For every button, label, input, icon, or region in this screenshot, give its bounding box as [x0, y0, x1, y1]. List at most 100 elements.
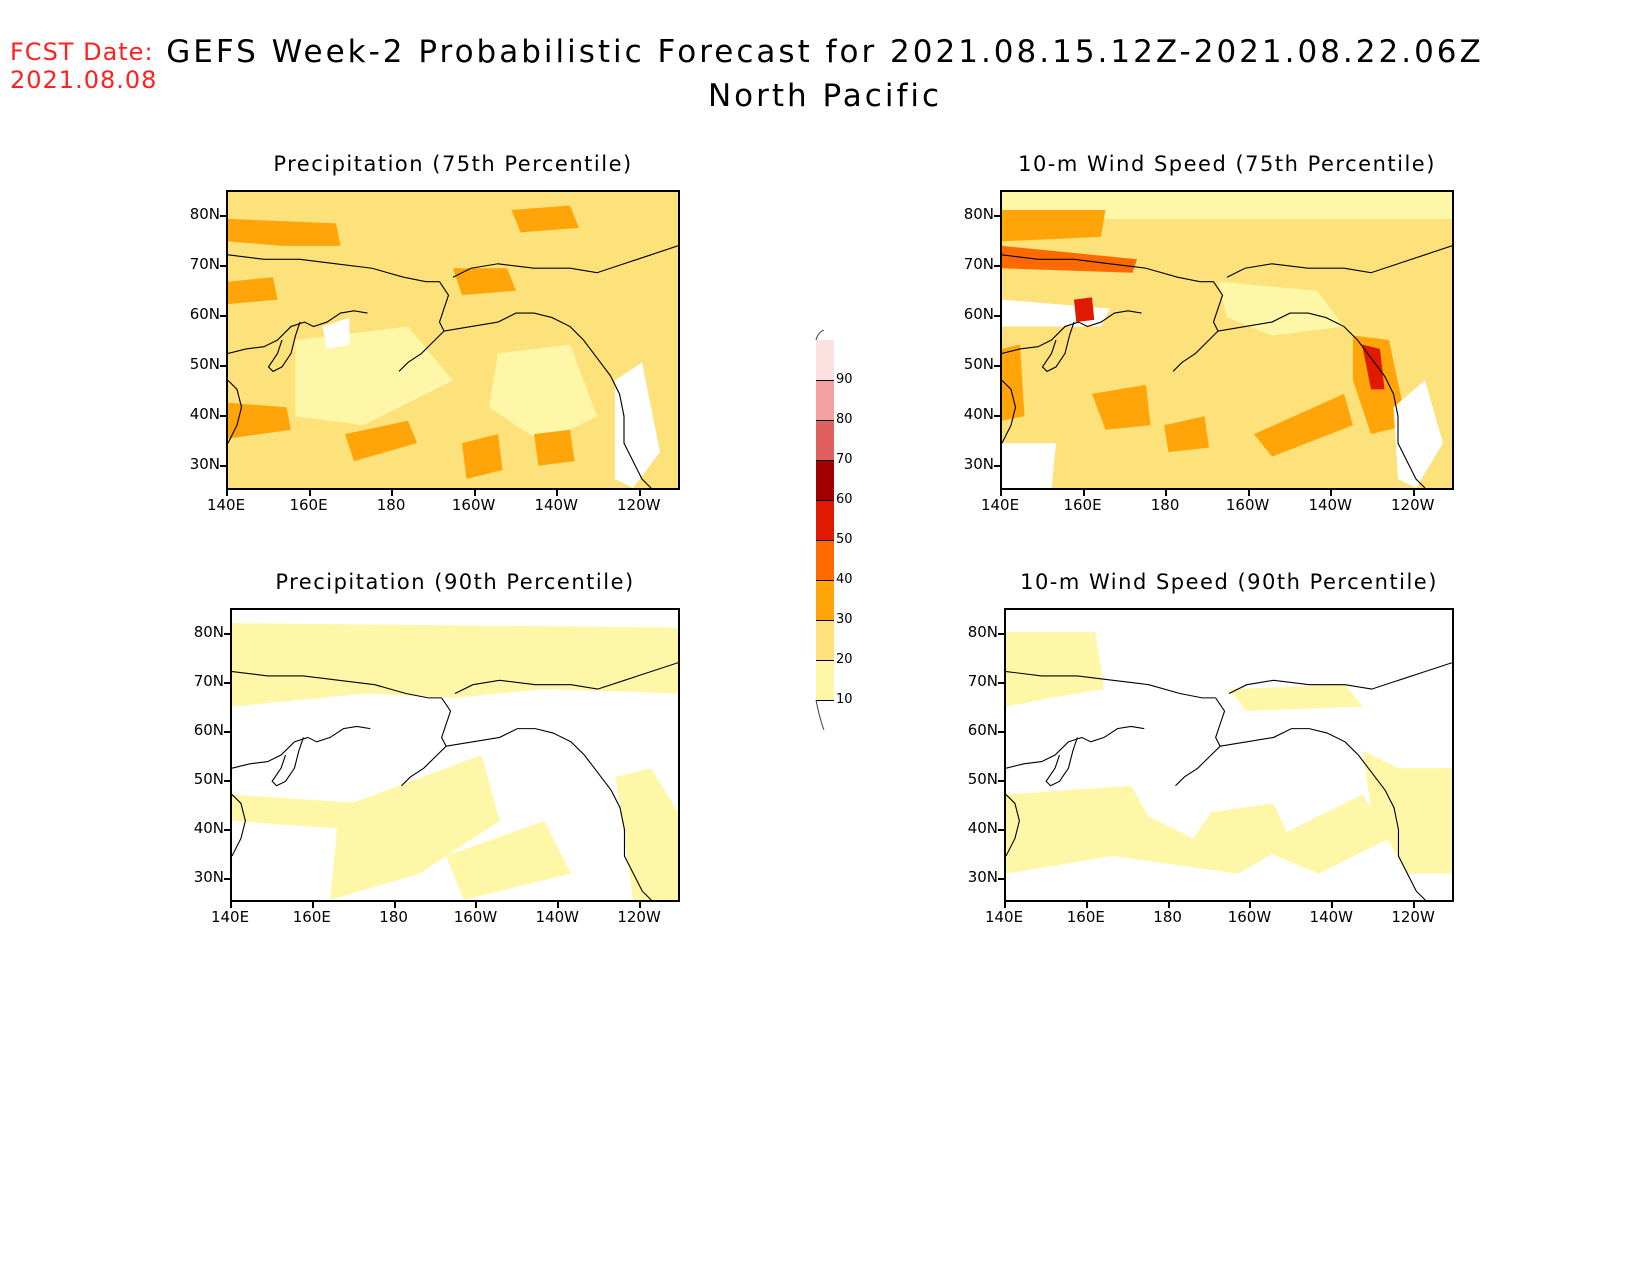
colorbar-label: 40: [836, 572, 853, 587]
field-region: [1006, 631, 1105, 707]
colorbar-label: 60: [836, 492, 853, 507]
lat-tick-label: 80N: [963, 205, 994, 223]
field-region: [330, 755, 500, 900]
lat-tick-label: 40N: [963, 405, 994, 423]
colorbar-tick: [816, 580, 834, 581]
field-region: [232, 623, 678, 707]
lon-tick-label: 120W: [1390, 496, 1435, 514]
lat-tick-label: 70N: [967, 671, 998, 690]
field-region: [228, 218, 341, 246]
lon-tick-mark: [639, 902, 642, 908]
lon-tick-label: 140E: [980, 496, 1020, 514]
colorbar-label: 70: [836, 452, 853, 467]
colorbar-tick: [816, 460, 834, 461]
coastline-2: [1002, 254, 1214, 283]
field-region: [489, 344, 597, 444]
field-region: [1074, 297, 1095, 323]
coastline-5: [1217, 312, 1385, 377]
lat-tick-mark: [220, 215, 226, 217]
lat-tick-label: 40N: [189, 405, 220, 423]
lat-tick-mark: [224, 828, 230, 831]
field-region: [1002, 344, 1025, 421]
coastline-7: [1006, 794, 1020, 857]
coastline-3: [454, 662, 678, 694]
lon-tick-mark: [393, 902, 396, 908]
lon-tick-mark: [1004, 902, 1006, 908]
lon-tick-label: 140E: [206, 496, 246, 514]
lon-tick-label: 180: [1150, 496, 1180, 514]
lat-tick-label: 60N: [193, 720, 224, 739]
lat-tick-label: 30N: [963, 455, 994, 473]
lon-tick-mark: [230, 902, 232, 908]
colorbar-swatch: [816, 380, 834, 420]
fcst-label-text: FCST Date:: [10, 38, 154, 66]
map-svg: [1002, 192, 1452, 488]
map-plot-area: [226, 190, 680, 490]
lat-tick-mark: [220, 265, 226, 267]
lat-tick-mark: [224, 877, 230, 880]
colorbar-label: 20: [836, 652, 853, 667]
lon-tick-label: 120W: [617, 908, 661, 926]
panel-title: 10-m Wind Speed (75th Percentile): [1018, 152, 1436, 176]
lat-tick-mark: [994, 365, 1000, 367]
lon-tick-label: 180: [1153, 908, 1182, 926]
coastline-6: [1384, 789, 1426, 900]
lat-tick-label: 80N: [193, 622, 224, 641]
field-region: [232, 794, 366, 830]
coastline-3: [1226, 245, 1452, 278]
lon-tick-label: 120W: [1391, 908, 1435, 926]
lon-tick-label: 160W: [451, 496, 496, 514]
lon-tick-mark: [557, 902, 560, 908]
colorbar-swatch: [816, 540, 834, 580]
lon-tick-mark: [391, 490, 394, 496]
field-region: [345, 420, 417, 462]
lon-tick-label: 140W: [1308, 496, 1352, 514]
lon-tick-label: 180: [376, 496, 406, 514]
colorbar-swatch: [816, 580, 834, 620]
coastline-6: [609, 375, 652, 488]
lon-tick-label: 160E: [1066, 908, 1105, 926]
panel-title: 10-m Wind Speed (90th Percentile): [1020, 570, 1438, 594]
field-region: [1362, 750, 1452, 874]
field-region: [1164, 416, 1209, 453]
lat-tick-mark: [994, 465, 1000, 467]
coastline-0: [1006, 725, 1145, 769]
colorbar-label: 90: [836, 372, 853, 387]
lon-tick-mark: [1167, 902, 1170, 908]
lat-tick-mark: [998, 632, 1004, 635]
map-svg: [228, 192, 678, 488]
coastline-3: [1228, 662, 1452, 694]
lat-tick-mark: [998, 730, 1004, 733]
fcst-date-label: FCST Date: 2021.08.08: [10, 38, 157, 94]
map-svg: [232, 610, 678, 900]
lon-tick-mark: [1165, 490, 1168, 496]
lon-tick-label: 140W: [534, 496, 578, 514]
lon-tick-mark: [226, 490, 228, 496]
lon-tick-mark: [473, 490, 476, 496]
lon-tick-mark: [1249, 902, 1252, 908]
colorbar-bottom-cap: [815, 699, 825, 730]
colorbar-label: 30: [836, 612, 853, 627]
lat-tick-mark: [994, 215, 1000, 217]
coastline-5: [445, 728, 612, 791]
colorbar-tick: [816, 700, 834, 701]
lon-tick-mark: [1330, 490, 1333, 496]
coastline-1: [1041, 321, 1075, 373]
field-region: [1006, 785, 1292, 874]
map-plot-area: [1004, 608, 1454, 902]
lon-tick-label: 140W: [535, 908, 579, 926]
main-title: GEFS Week-2 Probabilistic Forecast for 2…: [166, 34, 1484, 70]
lat-tick-mark: [220, 315, 226, 317]
lon-tick-mark: [556, 490, 559, 496]
colorbar-tick: [816, 660, 834, 661]
lon-tick-label: 160E: [292, 908, 331, 926]
field-region: [453, 268, 516, 296]
coastline-7: [1002, 379, 1017, 444]
lon-tick-mark: [1247, 490, 1250, 496]
panel-title: Precipitation (90th Percentile): [275, 570, 635, 594]
coastline-1: [271, 737, 304, 787]
coastline-4: [1175, 697, 1226, 787]
lat-tick-mark: [224, 632, 230, 635]
field-region: [322, 317, 350, 349]
field-region: [1362, 344, 1385, 390]
